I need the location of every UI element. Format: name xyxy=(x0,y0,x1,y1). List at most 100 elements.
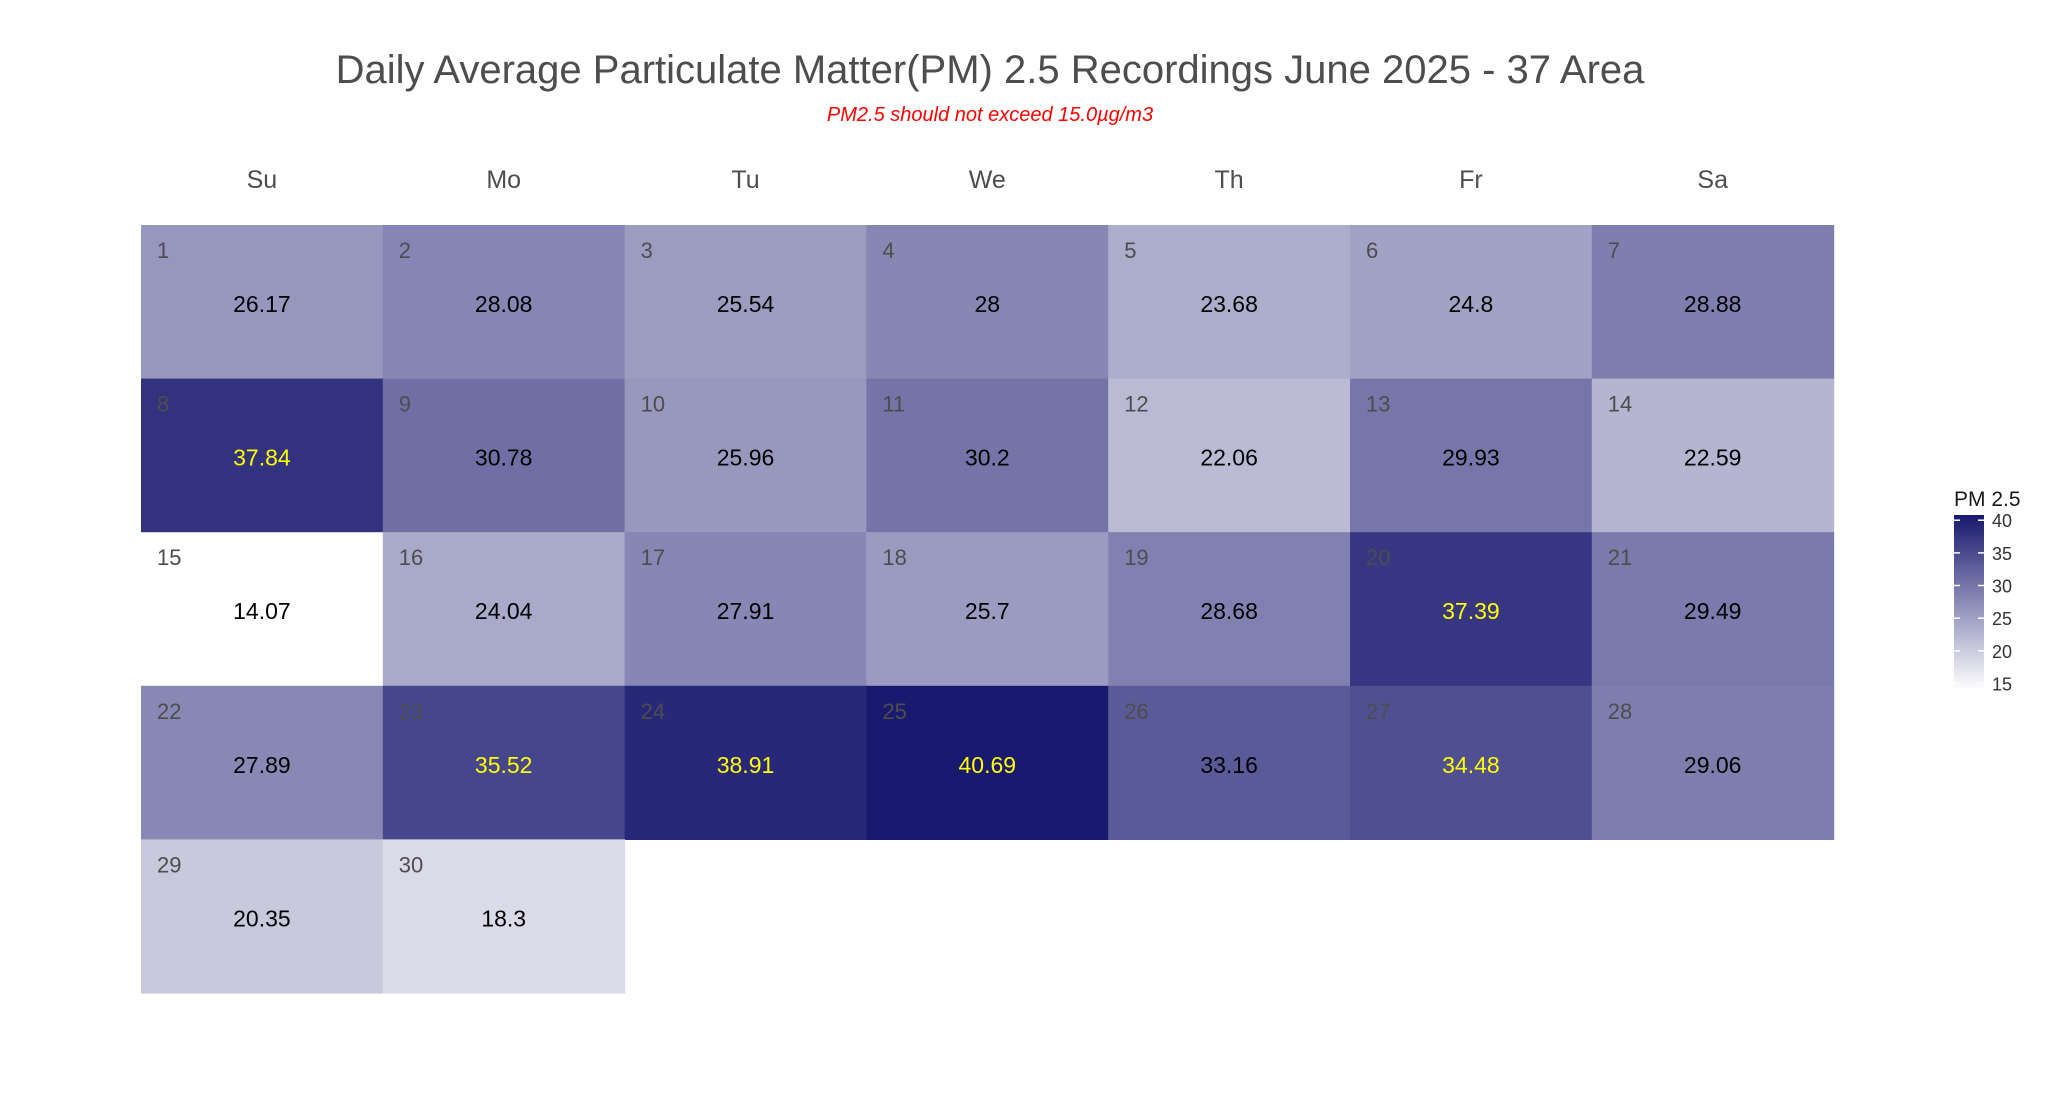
day-value-1: 26.17 xyxy=(233,291,291,317)
day-value-3: 25.54 xyxy=(717,291,775,317)
day-number-27: 27 xyxy=(1366,699,1390,724)
day-cell-22 xyxy=(141,685,384,840)
day-value-24: 38.91 xyxy=(717,752,775,778)
chart-title: Daily Average Particulate Matter(PM) 2.5… xyxy=(335,48,1645,92)
day-number-1: 1 xyxy=(157,238,169,263)
day-cell-16 xyxy=(382,532,626,687)
day-number-13: 13 xyxy=(1366,392,1390,417)
day-number-3: 3 xyxy=(641,238,653,263)
day-value-5: 23.68 xyxy=(1200,291,1258,317)
day-number-11: 11 xyxy=(882,392,905,417)
day-cell-29 xyxy=(141,839,384,994)
day-number-7: 7 xyxy=(1608,238,1620,263)
day-value-12: 22.06 xyxy=(1200,445,1258,471)
weekday-label-sa: Sa xyxy=(1697,166,1728,194)
day-value-15: 14.07 xyxy=(233,598,291,624)
day-cell-7 xyxy=(1591,225,1835,380)
day-cell-6 xyxy=(1350,225,1593,380)
day-value-25: 40.69 xyxy=(959,752,1017,778)
day-number-30: 30 xyxy=(399,852,423,877)
day-value-7: 28.88 xyxy=(1684,291,1742,317)
day-value-8: 37.84 xyxy=(233,445,291,471)
day-value-29: 20.35 xyxy=(233,905,291,931)
day-number-23: 23 xyxy=(399,699,423,724)
day-cell-24 xyxy=(624,685,867,840)
day-number-29: 29 xyxy=(157,852,181,877)
day-value-20: 37.39 xyxy=(1442,598,1500,624)
day-value-4: 28 xyxy=(975,291,1001,317)
legend-tick-label-30: 30 xyxy=(1992,577,2012,597)
weekday-label-mo: Mo xyxy=(486,166,521,194)
day-cell-18 xyxy=(866,532,1109,687)
day-value-18: 25.7 xyxy=(965,598,1010,624)
day-number-20: 20 xyxy=(1366,545,1390,570)
day-cell-23 xyxy=(382,685,626,840)
day-value-14: 22.59 xyxy=(1684,445,1742,471)
day-number-19: 19 xyxy=(1124,545,1148,570)
day-value-30: 18.3 xyxy=(481,905,526,931)
day-cell-17 xyxy=(624,532,867,687)
day-value-27: 34.48 xyxy=(1442,752,1500,778)
day-cell-26 xyxy=(1108,685,1351,840)
day-cell-4 xyxy=(866,225,1109,380)
legend-tick-label-35: 35 xyxy=(1992,544,2012,564)
day-number-8: 8 xyxy=(157,392,169,417)
legend-tick-label-40: 40 xyxy=(1992,511,2012,531)
day-cell-15 xyxy=(141,532,384,687)
day-value-13: 29.93 xyxy=(1442,445,1500,471)
day-cell-27 xyxy=(1350,685,1593,840)
day-number-6: 6 xyxy=(1366,238,1378,263)
day-cell-14 xyxy=(1591,378,1835,533)
day-value-21: 29.49 xyxy=(1684,598,1742,624)
weekday-label-fr: Fr xyxy=(1459,166,1483,194)
day-number-4: 4 xyxy=(882,238,894,263)
day-number-16: 16 xyxy=(399,545,423,570)
day-number-25: 25 xyxy=(882,699,906,724)
day-cell-1 xyxy=(141,225,384,380)
day-cell-10 xyxy=(624,378,867,533)
day-cell-13 xyxy=(1350,378,1593,533)
day-value-17: 27.91 xyxy=(717,598,775,624)
day-cell-25 xyxy=(866,685,1109,840)
day-cell-11 xyxy=(866,378,1109,533)
day-number-9: 9 xyxy=(399,392,411,417)
chart-subtitle: PM2.5 should not exceed 15.0µg/m3 xyxy=(826,104,1154,126)
weekday-label-tu: Tu xyxy=(731,166,759,194)
legend-colorbar xyxy=(1954,515,1984,690)
legend-title: PM 2.5 xyxy=(1954,488,2021,511)
day-value-26: 33.16 xyxy=(1200,752,1258,778)
day-value-23: 35.52 xyxy=(475,752,533,778)
day-number-28: 28 xyxy=(1608,699,1632,724)
day-number-12: 12 xyxy=(1124,392,1148,417)
day-cell-21 xyxy=(1591,532,1835,687)
day-cell-30 xyxy=(382,839,626,994)
day-number-2: 2 xyxy=(399,238,411,263)
day-value-10: 25.96 xyxy=(717,445,775,471)
day-cell-20 xyxy=(1350,532,1593,687)
day-number-14: 14 xyxy=(1608,392,1632,417)
day-value-6: 24.8 xyxy=(1449,291,1494,317)
weekday-label-su: Su xyxy=(247,166,278,194)
legend-tick-label-20: 20 xyxy=(1992,642,2012,662)
day-value-2: 28.08 xyxy=(475,291,533,317)
day-value-22: 27.89 xyxy=(233,752,291,778)
day-value-11: 30.2 xyxy=(965,445,1010,471)
legend-tick-label-15: 15 xyxy=(1992,674,2012,694)
day-cell-8 xyxy=(141,378,384,533)
day-cell-3 xyxy=(624,225,867,380)
day-number-17: 17 xyxy=(641,545,665,570)
day-cell-5 xyxy=(1108,225,1351,380)
day-value-16: 24.04 xyxy=(475,598,533,624)
day-cell-2 xyxy=(382,225,626,380)
day-number-21: 21 xyxy=(1608,545,1632,570)
day-cell-19 xyxy=(1108,532,1351,687)
day-number-24: 24 xyxy=(641,699,665,724)
day-value-19: 28.68 xyxy=(1200,598,1258,624)
day-number-10: 10 xyxy=(641,392,665,417)
calendar-heatmap: Su Mo Tu We Th Fr Sa 1 26.17 2 28.08 3 25.54 4 28 5 23.6… xyxy=(141,166,1835,994)
day-number-22: 22 xyxy=(157,699,181,724)
day-number-5: 5 xyxy=(1124,238,1136,263)
day-number-18: 18 xyxy=(882,545,906,570)
day-number-15: 15 xyxy=(157,545,181,570)
